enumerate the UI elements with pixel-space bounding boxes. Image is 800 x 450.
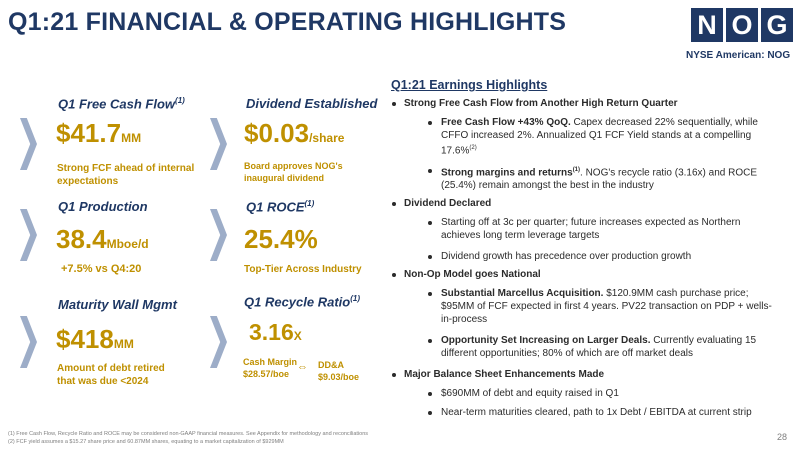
fcf-subtitle: Strong FCF ahead of internal expectation… bbox=[57, 163, 195, 187]
bullet-dot bbox=[392, 373, 396, 377]
double-arrow-icon: ⇔ bbox=[297, 361, 308, 373]
bullet-dot bbox=[392, 273, 396, 277]
highlight-heading: Major Balance Sheet Enhancements Made bbox=[404, 369, 605, 380]
bullet-dot bbox=[428, 411, 432, 415]
highlight-heading: Dividend Declared bbox=[404, 198, 492, 209]
chevron-right-icon bbox=[210, 316, 227, 368]
page-title: Q1:21 FINANCIAL & OPERATING HIGHLIGHTS bbox=[8, 8, 567, 36]
bullet-dot bbox=[428, 169, 432, 173]
highlight-item: Opportunity Set Increasing on Larger Dea… bbox=[441, 335, 757, 359]
highlight-item: Dividend growth has precedence over prod… bbox=[441, 251, 692, 262]
production-subtitle: +7.5% vs Q4:20 bbox=[61, 263, 142, 275]
maturity-subtitle: Amount of debt retired that was due <202… bbox=[57, 363, 165, 387]
highlight-item: Substantial Marcellus Acquisition. $120.… bbox=[441, 288, 772, 325]
chevron-right-icon bbox=[20, 118, 37, 170]
highlights-title: Q1:21 Earnings Highlights bbox=[391, 78, 548, 92]
bullet-dot bbox=[428, 221, 432, 225]
exchange-label: NYSE American: NOG bbox=[686, 50, 791, 61]
footnote: (2) FCF yield assumes a $15.27 share pri… bbox=[8, 439, 284, 445]
chevron-right-icon bbox=[20, 209, 37, 261]
maturity-value: $418MM bbox=[56, 324, 134, 354]
roce-value: 25.4% bbox=[244, 224, 318, 254]
bullet-dot bbox=[428, 292, 432, 296]
bullet-dot bbox=[428, 255, 432, 259]
dividend-subtitle: Board approves NOG's inaugural dividend bbox=[244, 161, 343, 183]
cash-margin-label: Cash Margin $28.57/boe bbox=[243, 357, 298, 379]
highlight-item: Free Cash Flow +43% QoQ. Capex decreased… bbox=[441, 117, 758, 157]
production-value: 38.4Mboe/d bbox=[56, 224, 149, 254]
bullet-dot bbox=[428, 121, 432, 125]
chevron-right-icon bbox=[210, 118, 227, 170]
bullet-dot bbox=[392, 102, 396, 106]
recycle-title: Q1 Recycle Ratio(1) bbox=[244, 294, 360, 310]
highlight-item: $690MM of debt and equity raised in Q1 bbox=[441, 388, 619, 399]
footnote: (1) Free Cash Flow, Recycle Ratio and RO… bbox=[8, 431, 369, 437]
highlight-heading: Strong Free Cash Flow from Another High … bbox=[404, 98, 678, 109]
bullet-dot bbox=[428, 339, 432, 343]
highlight-item: Near-term maturities cleared, path to 1x… bbox=[441, 407, 752, 418]
nog-logo: N O G bbox=[691, 8, 793, 42]
chevron-right-icon bbox=[20, 316, 37, 368]
dividend-title: Dividend Established bbox=[246, 96, 378, 111]
highlight-item: Starting off at 3c per quarter; future i… bbox=[441, 217, 741, 241]
roce-title: Q1 ROCE(1) bbox=[246, 199, 315, 215]
chevron-right-icon bbox=[210, 209, 227, 261]
highlight-heading: Non-Op Model goes National bbox=[404, 269, 541, 280]
logo-letter-g: G bbox=[761, 8, 793, 42]
fcf-value: $41.7MM bbox=[56, 118, 142, 148]
recycle-value: 3.16X bbox=[249, 319, 302, 345]
page-number: 28 bbox=[777, 432, 788, 442]
bullet-dot bbox=[392, 202, 396, 206]
fcf-title: Q1 Free Cash Flow(1) bbox=[58, 96, 185, 112]
logo-letter-n: N bbox=[691, 8, 723, 42]
bullet-dot bbox=[428, 392, 432, 396]
dividend-value: $0.03/share bbox=[244, 118, 345, 148]
production-title: Q1 Production bbox=[58, 199, 148, 214]
dda-label: DD&A $9.03/boe bbox=[318, 360, 360, 382]
highlight-item: Strong margins and returns(1). NOG's rec… bbox=[441, 167, 757, 192]
maturity-title: Maturity Wall Mgmt bbox=[58, 297, 177, 312]
logo-letter-o: O bbox=[726, 8, 758, 42]
roce-subtitle: Top-Tier Across Industry bbox=[244, 264, 362, 275]
